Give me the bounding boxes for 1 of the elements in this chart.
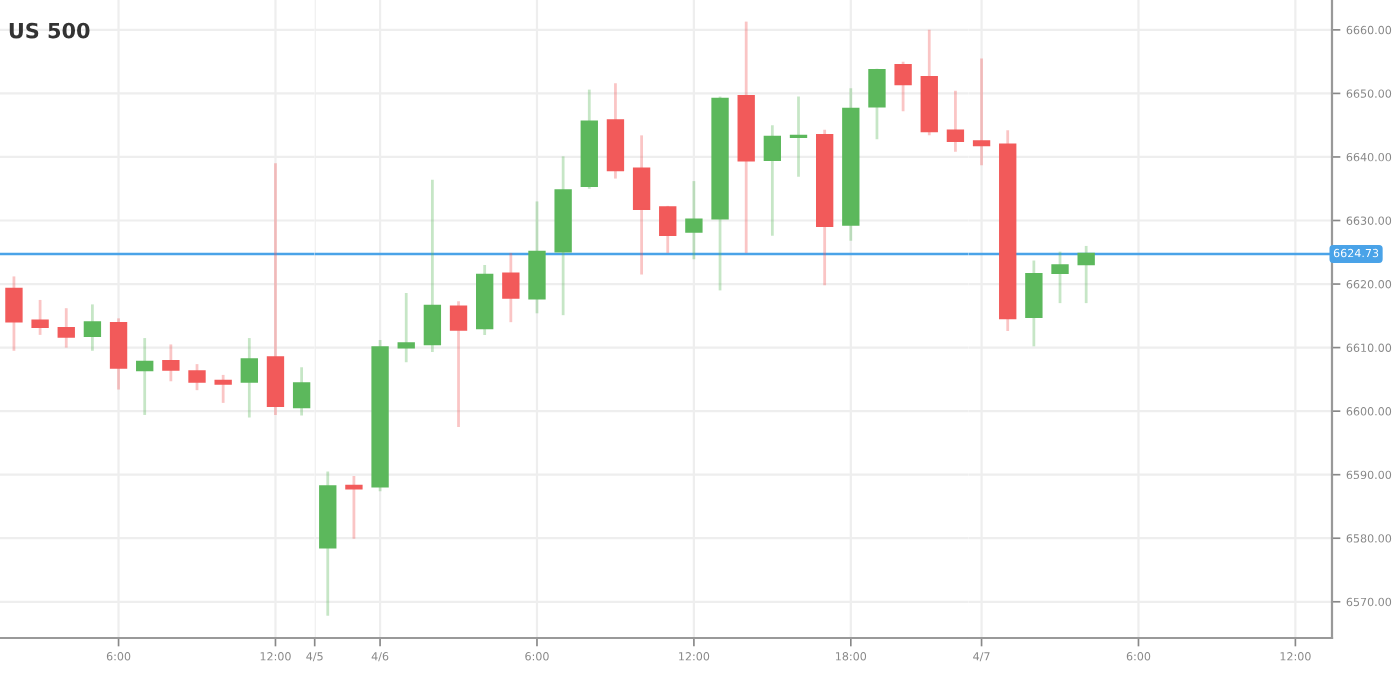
text: US 500 <box>9 22 90 39</box>
